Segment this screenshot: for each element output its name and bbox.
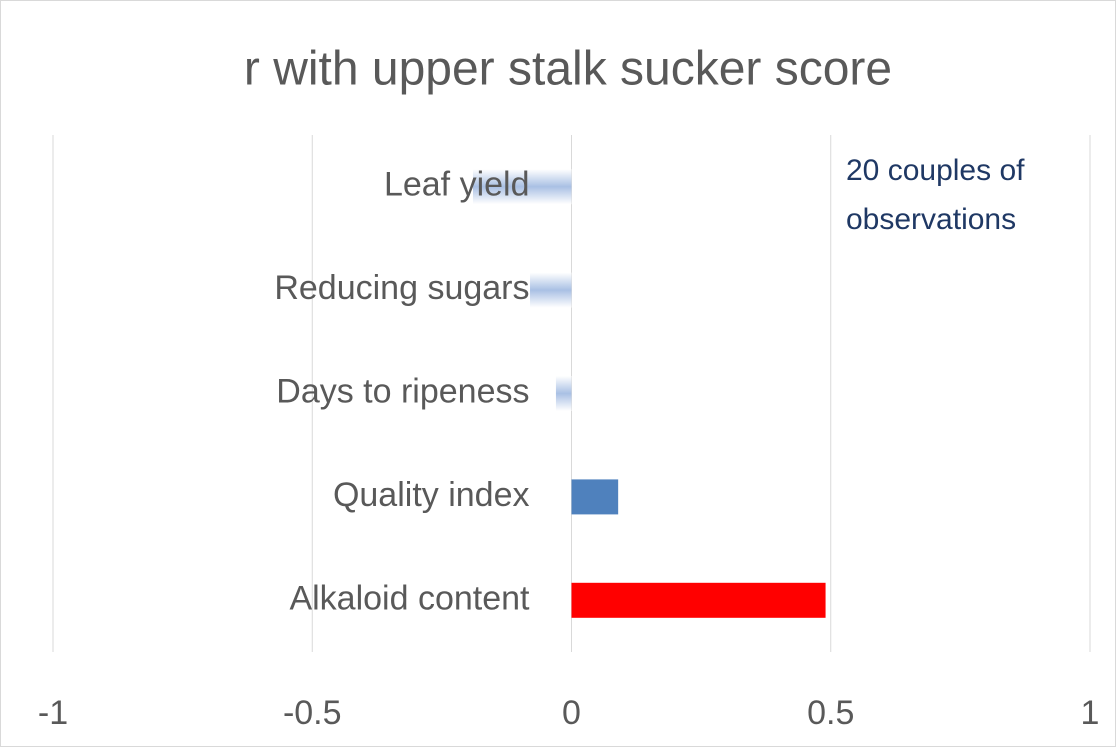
y-tick-label: Days to ripeness xyxy=(276,372,529,410)
bar xyxy=(571,582,826,618)
x-tick-label: 1 xyxy=(1081,694,1100,732)
chart-title: r with upper stalk sucker score xyxy=(244,43,892,96)
x-tick-label: -1 xyxy=(38,694,68,732)
bar xyxy=(555,376,572,411)
y-tick-label: Alkaloid content xyxy=(289,579,530,617)
y-tick-label: Quality index xyxy=(333,476,530,514)
x-tick-label: 0 xyxy=(562,694,581,732)
bar xyxy=(530,272,572,308)
y-tick-label: Leaf yield xyxy=(384,166,530,204)
annotation: 20 couples of xyxy=(846,154,1025,187)
x-tick-label: -0.5 xyxy=(283,694,342,732)
bar xyxy=(472,169,572,205)
bar xyxy=(571,479,619,515)
y-tick-label: Reducing sugars xyxy=(274,269,529,307)
annotation: observations xyxy=(846,203,1016,236)
x-tick-label: 0.5 xyxy=(807,694,854,732)
